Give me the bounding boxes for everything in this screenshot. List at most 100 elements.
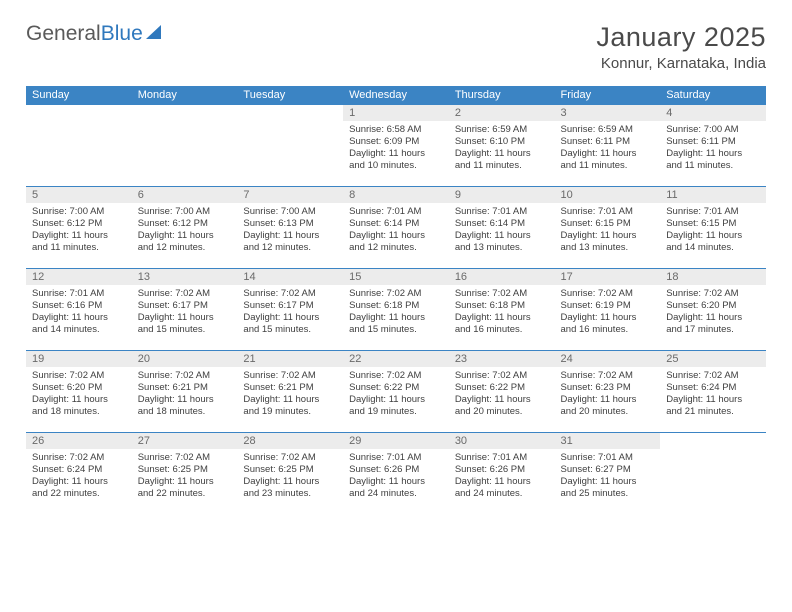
header: GeneralBlue January 2025 Konnur, Karnata…	[26, 22, 766, 72]
calendar-cell	[237, 104, 343, 186]
day-details: Sunrise: 7:01 AMSunset: 6:27 PMDaylight:…	[555, 449, 661, 504]
day-number: 6	[132, 187, 238, 203]
day-number: 5	[26, 187, 132, 203]
day-details: Sunrise: 7:02 AMSunset: 6:22 PMDaylight:…	[449, 367, 555, 422]
calendar-cell: 26Sunrise: 7:02 AMSunset: 6:24 PMDayligh…	[26, 432, 132, 514]
day-number: 30	[449, 433, 555, 449]
calendar-cell: 15Sunrise: 7:02 AMSunset: 6:18 PMDayligh…	[343, 268, 449, 350]
day-number	[26, 105, 132, 121]
day-number: 1	[343, 105, 449, 121]
day-number: 19	[26, 351, 132, 367]
calendar-cell: 23Sunrise: 7:02 AMSunset: 6:22 PMDayligh…	[449, 350, 555, 432]
calendar-cell	[132, 104, 238, 186]
day-details: Sunrise: 7:02 AMSunset: 6:17 PMDaylight:…	[237, 285, 343, 340]
day-details: Sunrise: 7:02 AMSunset: 6:20 PMDaylight:…	[660, 285, 766, 340]
calendar-cell: 1Sunrise: 6:58 AMSunset: 6:09 PMDaylight…	[343, 104, 449, 186]
day-details: Sunrise: 7:02 AMSunset: 6:25 PMDaylight:…	[132, 449, 238, 504]
calendar-cell: 2Sunrise: 6:59 AMSunset: 6:10 PMDaylight…	[449, 104, 555, 186]
day-number: 4	[660, 105, 766, 121]
calendar-cell: 16Sunrise: 7:02 AMSunset: 6:18 PMDayligh…	[449, 268, 555, 350]
logo-word1: General	[26, 22, 101, 45]
col-sunday: Sunday	[26, 86, 132, 104]
calendar-cell: 25Sunrise: 7:02 AMSunset: 6:24 PMDayligh…	[660, 350, 766, 432]
calendar-cell: 12Sunrise: 7:01 AMSunset: 6:16 PMDayligh…	[26, 268, 132, 350]
day-number: 14	[237, 269, 343, 285]
calendar-cell: 13Sunrise: 7:02 AMSunset: 6:17 PMDayligh…	[132, 268, 238, 350]
day-number: 10	[555, 187, 661, 203]
day-number: 3	[555, 105, 661, 121]
calendar-body: 1Sunrise: 6:58 AMSunset: 6:09 PMDaylight…	[26, 104, 766, 514]
day-number	[237, 105, 343, 121]
calendar-row: 12Sunrise: 7:01 AMSunset: 6:16 PMDayligh…	[26, 268, 766, 350]
day-number: 25	[660, 351, 766, 367]
calendar-cell: 30Sunrise: 7:01 AMSunset: 6:26 PMDayligh…	[449, 432, 555, 514]
day-details: Sunrise: 7:02 AMSunset: 6:24 PMDaylight:…	[660, 367, 766, 422]
calendar-cell: 11Sunrise: 7:01 AMSunset: 6:15 PMDayligh…	[660, 186, 766, 268]
day-details: Sunrise: 7:01 AMSunset: 6:15 PMDaylight:…	[555, 203, 661, 258]
calendar-cell: 18Sunrise: 7:02 AMSunset: 6:20 PMDayligh…	[660, 268, 766, 350]
day-details: Sunrise: 7:01 AMSunset: 6:16 PMDaylight:…	[26, 285, 132, 340]
calendar-cell: 21Sunrise: 7:02 AMSunset: 6:21 PMDayligh…	[237, 350, 343, 432]
day-number: 15	[343, 269, 449, 285]
page-title: January 2025	[596, 22, 766, 53]
day-details: Sunrise: 6:59 AMSunset: 6:10 PMDaylight:…	[449, 121, 555, 176]
col-thursday: Thursday	[449, 86, 555, 104]
day-number: 20	[132, 351, 238, 367]
day-number: 28	[237, 433, 343, 449]
calendar-cell: 7Sunrise: 7:00 AMSunset: 6:13 PMDaylight…	[237, 186, 343, 268]
calendar-row: 26Sunrise: 7:02 AMSunset: 6:24 PMDayligh…	[26, 432, 766, 514]
day-details: Sunrise: 7:02 AMSunset: 6:23 PMDaylight:…	[555, 367, 661, 422]
day-number: 27	[132, 433, 238, 449]
day-details: Sunrise: 7:02 AMSunset: 6:17 PMDaylight:…	[132, 285, 238, 340]
day-details: Sunrise: 7:01 AMSunset: 6:14 PMDaylight:…	[343, 203, 449, 258]
day-number: 18	[660, 269, 766, 285]
day-details: Sunrise: 7:00 AMSunset: 6:13 PMDaylight:…	[237, 203, 343, 258]
day-details: Sunrise: 7:00 AMSunset: 6:12 PMDaylight:…	[132, 203, 238, 258]
day-number	[660, 433, 766, 449]
calendar-cell: 28Sunrise: 7:02 AMSunset: 6:25 PMDayligh…	[237, 432, 343, 514]
day-number: 8	[343, 187, 449, 203]
day-details: Sunrise: 7:02 AMSunset: 6:20 PMDaylight:…	[26, 367, 132, 422]
calendar-cell: 14Sunrise: 7:02 AMSunset: 6:17 PMDayligh…	[237, 268, 343, 350]
day-details: Sunrise: 7:02 AMSunset: 6:24 PMDaylight:…	[26, 449, 132, 504]
day-details: Sunrise: 7:02 AMSunset: 6:25 PMDaylight:…	[237, 449, 343, 504]
logo-word2: Blue	[101, 22, 143, 45]
calendar-table: Sunday Monday Tuesday Wednesday Thursday…	[26, 86, 766, 514]
calendar-cell: 10Sunrise: 7:01 AMSunset: 6:15 PMDayligh…	[555, 186, 661, 268]
day-number: 13	[132, 269, 238, 285]
day-number: 26	[26, 433, 132, 449]
calendar-cell: 19Sunrise: 7:02 AMSunset: 6:20 PMDayligh…	[26, 350, 132, 432]
calendar-row: 19Sunrise: 7:02 AMSunset: 6:20 PMDayligh…	[26, 350, 766, 432]
day-number: 29	[343, 433, 449, 449]
calendar-row: 5Sunrise: 7:00 AMSunset: 6:12 PMDaylight…	[26, 186, 766, 268]
calendar-cell: 9Sunrise: 7:01 AMSunset: 6:14 PMDaylight…	[449, 186, 555, 268]
calendar-row: 1Sunrise: 6:58 AMSunset: 6:09 PMDaylight…	[26, 104, 766, 186]
calendar-cell: 17Sunrise: 7:02 AMSunset: 6:19 PMDayligh…	[555, 268, 661, 350]
day-number: 12	[26, 269, 132, 285]
calendar-cell: 22Sunrise: 7:02 AMSunset: 6:22 PMDayligh…	[343, 350, 449, 432]
day-number: 11	[660, 187, 766, 203]
calendar-cell: 31Sunrise: 7:01 AMSunset: 6:27 PMDayligh…	[555, 432, 661, 514]
day-number: 16	[449, 269, 555, 285]
day-details: Sunrise: 7:00 AMSunset: 6:11 PMDaylight:…	[660, 121, 766, 176]
calendar-cell: 6Sunrise: 7:00 AMSunset: 6:12 PMDaylight…	[132, 186, 238, 268]
logo-triangle-icon	[146, 25, 161, 39]
calendar-cell: 24Sunrise: 7:02 AMSunset: 6:23 PMDayligh…	[555, 350, 661, 432]
calendar-cell	[660, 432, 766, 514]
calendar-cell: 3Sunrise: 6:59 AMSunset: 6:11 PMDaylight…	[555, 104, 661, 186]
day-details: Sunrise: 7:02 AMSunset: 6:22 PMDaylight:…	[343, 367, 449, 422]
logo: GeneralBlue	[26, 22, 161, 46]
day-number: 31	[555, 433, 661, 449]
col-wednesday: Wednesday	[343, 86, 449, 104]
col-monday: Monday	[132, 86, 238, 104]
title-block: January 2025 Konnur, Karnataka, India	[596, 22, 766, 72]
day-details: Sunrise: 7:01 AMSunset: 6:14 PMDaylight:…	[449, 203, 555, 258]
day-number: 7	[237, 187, 343, 203]
col-friday: Friday	[555, 86, 661, 104]
calendar-cell: 5Sunrise: 7:00 AMSunset: 6:12 PMDaylight…	[26, 186, 132, 268]
day-number: 24	[555, 351, 661, 367]
day-details: Sunrise: 7:02 AMSunset: 6:18 PMDaylight:…	[343, 285, 449, 340]
day-number	[132, 105, 238, 121]
day-details: Sunrise: 6:59 AMSunset: 6:11 PMDaylight:…	[555, 121, 661, 176]
day-number: 9	[449, 187, 555, 203]
